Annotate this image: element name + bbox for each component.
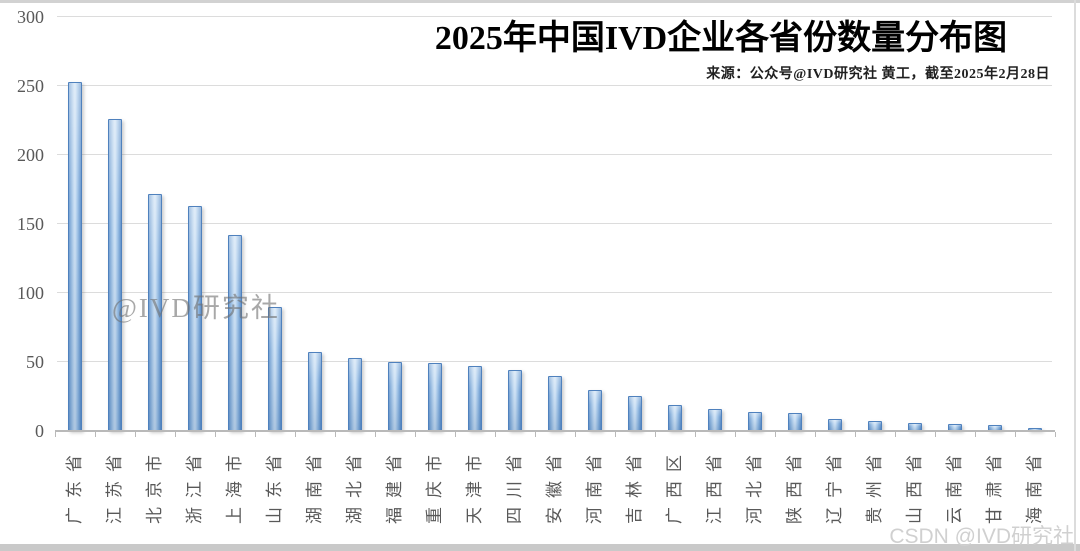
x-axis-label-云南省: 云南省 [945,446,964,524]
x-axis-label-河南省: 河南省 [585,446,604,524]
gridline-100 [57,292,1052,293]
x-axis-tick [415,432,416,437]
x-axis-tick [455,432,456,437]
x-axis-tick [895,432,896,437]
x-axis-label-贵州省: 贵州省 [865,446,884,524]
title-block: 2025年中国IVD企业各省份数量分布图 来源：公众号@IVD研究社 黄工，截至… [392,20,1050,83]
x-axis-tick [175,432,176,437]
x-axis-tick [295,432,296,437]
x-axis-label-山东省: 山东省 [265,446,284,524]
x-axis-tick [975,432,976,437]
bar-四川省 [508,370,522,431]
bar-河北省 [748,412,762,431]
x-axis-label-重庆市: 重庆市 [425,446,444,524]
x-axis-tick [495,432,496,437]
x-axis-tick [255,432,256,437]
x-axis-label-河北省: 河北省 [745,446,764,524]
y-axis-tick-label: 200 [17,145,44,165]
x-axis-tick [935,432,936,437]
x-axis-label-天津市: 天津市 [465,446,484,524]
x-axis-tick [535,432,536,437]
bar-湖南省 [308,352,322,431]
bar-天津市 [468,366,482,431]
x-axis-tick [855,432,856,437]
x-axis-label-江西省: 江西省 [705,446,724,524]
x-axis-tick [615,432,616,437]
x-axis-label-四川省: 四川省 [505,446,524,524]
y-axis-tick-label: 250 [17,76,44,96]
y-axis-tick-label: 0 [35,421,44,441]
bar-重庆市 [428,363,442,431]
bar-山东省 [268,307,282,431]
x-axis-label-甘肃省: 甘肃省 [985,446,1004,524]
x-axis-label-江苏省: 江苏省 [105,446,124,524]
y-axis-tick-label: 50 [26,352,44,372]
x-axis-tick [655,432,656,437]
gridline-50 [57,361,1052,362]
x-axis-tick [695,432,696,437]
chart-title: 2025年中国IVD企业各省份数量分布图 [434,20,1008,57]
x-axis-tick [775,432,776,437]
x-axis-label-北京市: 北京市 [145,446,164,524]
watermark-csdn: CSDN @IVD研究社 [889,525,1074,548]
chart-source-note: 来源：公众号@IVD研究社 黄工，截至2025年2月28日 [706,67,1050,83]
x-axis-label-上海市: 上海市 [225,446,244,524]
y-axis-tick-label: 150 [17,214,44,234]
x-axis-tick [335,432,336,437]
x-axis-label-安徽省: 安徽省 [545,446,564,524]
x-axis-label-福建省: 福建省 [385,446,404,524]
x-axis-tick [215,432,216,437]
x-axis-tick [1055,432,1056,437]
x-axis-label-浙江省: 浙江省 [185,446,204,524]
watermark-center: @IVD研究社 [112,293,280,323]
y-axis-tick-label: 300 [17,7,44,27]
x-axis-tick [135,432,136,437]
x-axis-tick [735,432,736,437]
x-axis-tick [95,432,96,437]
x-axis-label-陕西省: 陕西省 [785,446,804,524]
x-axis-line [55,430,1055,432]
bottom-edge-strip [0,544,1080,551]
bar-湖北省 [348,358,362,431]
x-axis-tick [55,432,56,437]
x-axis-tick [575,432,576,437]
x-axis-label-广东省: 广东省 [65,446,84,524]
x-axis-tick [815,432,816,437]
x-axis-label-湖北省: 湖北省 [345,446,364,524]
gridline-300 [57,16,1052,17]
gridline-150 [57,223,1052,224]
bar-广东省 [68,82,82,431]
bar-河南省 [588,390,602,431]
y-axis-tick-label: 100 [17,283,44,303]
x-axis-label-广西区: 广西区 [665,446,684,524]
bar-广西区 [668,405,682,431]
bar-福建省 [388,362,402,431]
gridline-250 [57,85,1052,86]
bar-安徽省 [548,376,562,431]
x-axis-label-吉林省: 吉林省 [625,446,644,524]
right-edge-strip [1074,0,1076,551]
bar-吉林省 [628,396,642,431]
x-axis-tick [1015,432,1016,437]
bar-上海市 [228,235,242,431]
x-axis-tick [375,432,376,437]
bar-陕西省 [788,413,802,431]
bar-江西省 [708,409,722,431]
bar-江苏省 [108,119,122,431]
x-axis-label-辽宁省: 辽宁省 [825,446,844,524]
x-axis-label-山西省: 山西省 [905,446,924,524]
top-edge-strip [0,0,1080,3]
x-axis-label-湖南省: 湖南省 [305,446,324,524]
x-axis-label-海南省: 海南省 [1025,446,1044,524]
gridline-200 [57,154,1052,155]
